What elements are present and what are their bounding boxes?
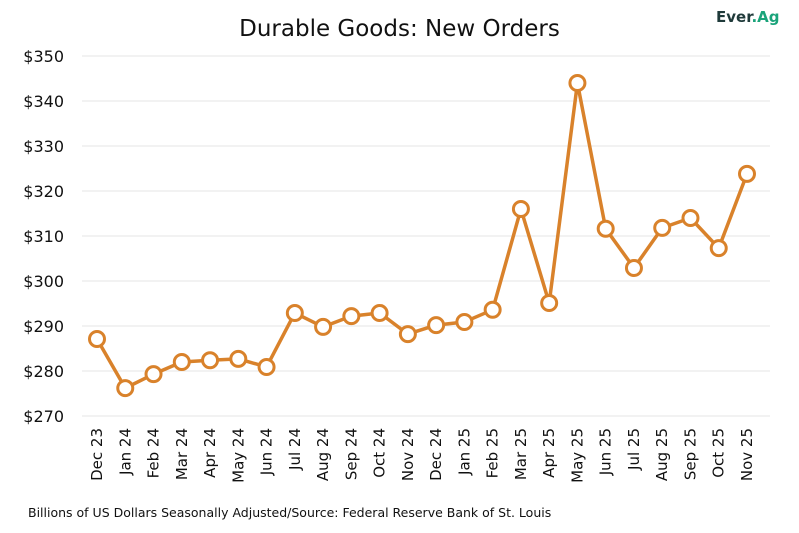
x-tick-label: Mar 25 [512,428,530,480]
x-tick-label: Jul 25 [625,428,643,471]
data-point [314,317,333,336]
y-tick-label: $270 [23,407,64,426]
x-tick-label: May 24 [229,428,247,483]
x-tick-label: May 25 [568,428,586,483]
x-tick-label: Jul 24 [286,428,304,471]
x-tick-label: Jun 24 [258,428,276,476]
x-tick-label: Jun 25 [597,428,615,476]
data-point [285,303,304,322]
y-tick-label: $350 [23,47,64,66]
x-tick-label: Oct 25 [710,428,728,478]
source-note: Billions of US Dollars Seasonally Adjust… [28,505,552,520]
logo-text: Ever [716,8,752,26]
x-tick-label: Sep 25 [681,428,699,480]
data-point [540,294,559,313]
logo-accent: .Ag [751,8,780,26]
data-point [624,258,643,277]
data-point [172,353,191,371]
x-tick-label: Apr 24 [201,428,219,478]
data-point [738,164,756,183]
data-point [342,307,361,326]
data-point [398,325,417,344]
y-tick-label: $280 [23,362,64,381]
data-point [201,351,220,370]
x-tick-label: Jan 24 [116,428,134,476]
data-point [709,239,728,258]
data-point [144,365,163,384]
x-tick-label: Sep 24 [342,428,360,480]
data-point [116,379,135,398]
y-tick-label: $290 [23,317,64,336]
chart-title: Durable Goods: New Orders [239,16,560,42]
x-tick-label: Dec 23 [88,428,106,481]
data-point [596,219,615,238]
data-point [568,74,587,92]
y-tick-label: $340 [23,92,64,111]
y-tick-label: $320 [23,182,64,201]
x-tick-label: Feb 24 [145,428,163,478]
data-point [257,357,276,376]
x-tick-label: Mar 24 [173,428,191,480]
x-tick-label: Oct 24 [371,428,389,478]
x-tick-label: Dec 24 [427,428,445,481]
data-point [427,316,446,335]
x-tick-label: Nov 25 [738,428,756,481]
data-point [511,200,530,218]
data-point [370,303,389,322]
x-tick-label: Feb 25 [484,428,502,478]
x-tick-label: Nov 24 [399,428,417,481]
x-tick-label: Apr 25 [540,428,558,478]
data-point [229,349,248,368]
data-point [455,312,474,331]
data-point [653,218,672,237]
x-tick-label: Aug 24 [314,428,332,481]
y-tick-label: $310 [23,227,64,246]
ever-ag-logo: Ever.Ag [716,8,780,26]
data-point [88,330,106,349]
y-tick-label: $300 [23,272,64,291]
x-tick-label: Aug 25 [653,428,671,481]
data-point [483,300,502,319]
data-point [681,209,700,227]
x-tick-label: Jan 25 [455,428,473,476]
y-tick-label: $330 [23,137,64,156]
